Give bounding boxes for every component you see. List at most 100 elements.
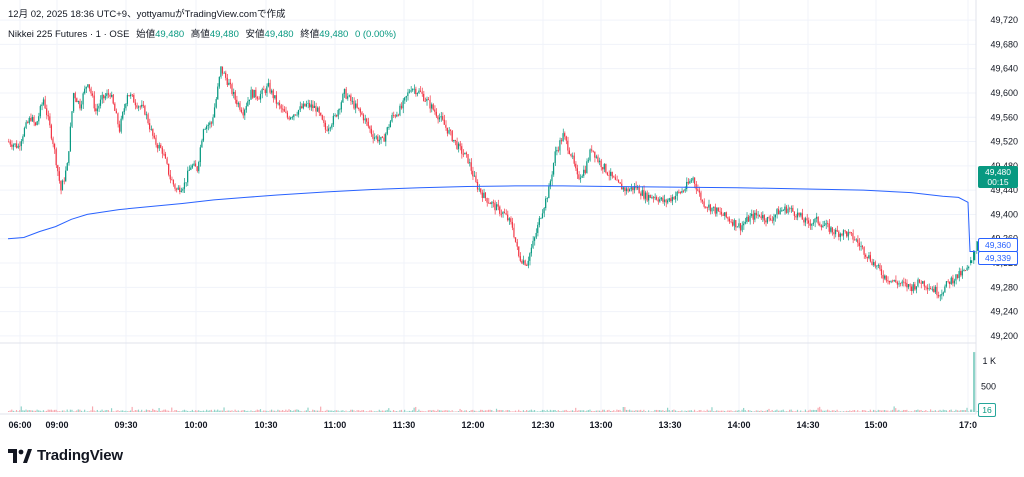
volume-bar: [861, 410, 864, 412]
volume-bar: [594, 411, 596, 412]
volume-bar: [720, 410, 723, 412]
candle-body: [819, 223, 821, 226]
volume-bar: [484, 410, 487, 412]
candle-body: [109, 94, 111, 97]
volume-bar: [724, 410, 726, 412]
candle-body: [399, 105, 401, 116]
candle-body: [644, 192, 647, 199]
candle-body: [84, 88, 86, 94]
candle-body: [275, 95, 277, 104]
candle-body: [49, 116, 51, 126]
volume-bar: [391, 411, 393, 412]
candle-body: [890, 280, 892, 283]
candle-body: [139, 106, 141, 108]
volume-bar: [23, 410, 26, 412]
volume-bar: [451, 410, 453, 412]
candle-body: [649, 194, 651, 198]
volume-bar: [614, 411, 616, 412]
candle-body: [827, 222, 829, 224]
low-label: 安値: [245, 29, 265, 40]
volume-bar: [608, 409, 610, 412]
candle-body: [489, 202, 491, 205]
volume-bar: [434, 410, 436, 412]
candle-body: [272, 90, 274, 99]
candle-body: [353, 100, 355, 109]
volume-bar: [188, 411, 190, 412]
candle-body: [686, 181, 688, 190]
candle-body: [253, 89, 255, 98]
candle-body: [76, 98, 78, 103]
volume-bar: [518, 409, 520, 412]
volume-bar: [180, 411, 182, 412]
volume-bar: [34, 410, 37, 412]
volume-bar: [583, 410, 585, 412]
candle-body: [915, 286, 917, 290]
volume-bar: [399, 410, 401, 412]
volume-bar: [312, 409, 314, 412]
candle-body: [31, 117, 33, 121]
volume-bar: [698, 410, 700, 412]
price-tick-label: 49,600: [990, 88, 1018, 98]
candle-body: [527, 260, 529, 266]
volume-bar: [516, 411, 518, 412]
volume-bar: [944, 410, 946, 412]
candle-body: [942, 292, 944, 295]
candle-body: [19, 145, 21, 147]
volume-bar: [259, 409, 262, 412]
candle-body: [754, 212, 756, 220]
candle-body: [760, 216, 762, 219]
volume-bar: [898, 409, 900, 412]
candle-body: [367, 121, 369, 127]
volume-bar: [844, 411, 846, 412]
volume-bar: [787, 411, 789, 412]
volume-bar: [457, 411, 460, 412]
candle-body: [698, 190, 700, 193]
candle-body: [258, 98, 260, 100]
time-tick-label: 12:30: [531, 420, 554, 430]
candle-body: [282, 108, 284, 110]
candle-body: [392, 114, 395, 116]
candle-body: [910, 286, 913, 292]
candle-body: [627, 188, 629, 192]
candle-body: [597, 156, 599, 162]
candle-body: [475, 175, 477, 183]
volume-bar: [906, 409, 908, 412]
volume-bar: [896, 410, 898, 412]
volume-bar: [294, 409, 296, 412]
candle-body: [383, 137, 385, 142]
candle-body: [297, 110, 300, 115]
candle-body: [624, 187, 626, 192]
volume-bar: [27, 410, 29, 412]
tradingview-logo[interactable]: TradingView: [8, 447, 123, 464]
candle-body: [660, 197, 662, 200]
volume-bar: [84, 409, 86, 412]
candle-body: [619, 182, 621, 184]
candle-body: [638, 186, 640, 194]
price-tick-label: 49,440: [990, 185, 1018, 195]
volume-bar: [71, 409, 73, 412]
volume-bar: [830, 411, 832, 412]
volume-bar: [218, 410, 220, 412]
candle-body: [963, 270, 965, 271]
volume-bar: [876, 411, 878, 412]
volume-bar: [633, 410, 635, 412]
volume-bar: [69, 409, 71, 412]
candle-body: [961, 270, 963, 276]
volume-bar: [413, 407, 415, 412]
volume-bar: [377, 411, 379, 412]
candle-body: [183, 182, 186, 189]
volume-bar: [937, 410, 940, 412]
volume-bar: [503, 411, 506, 412]
volume-bar: [836, 409, 838, 412]
candle-body: [917, 279, 919, 287]
price-tick-label: 49,680: [990, 39, 1018, 49]
candle-body: [743, 223, 745, 226]
candle-body: [278, 102, 281, 106]
volume-bar: [827, 409, 829, 412]
candle-body: [481, 192, 483, 198]
candle-body: [123, 108, 125, 113]
volume-bar: [548, 411, 550, 412]
symbol-title[interactable]: Nikkei 225 Futures · 1 · OSE: [8, 29, 130, 40]
price-chart[interactable]: 49,20049,24049,28049,32049,36049,40049,4…: [0, 0, 1024, 440]
volume-bar: [893, 406, 895, 412]
